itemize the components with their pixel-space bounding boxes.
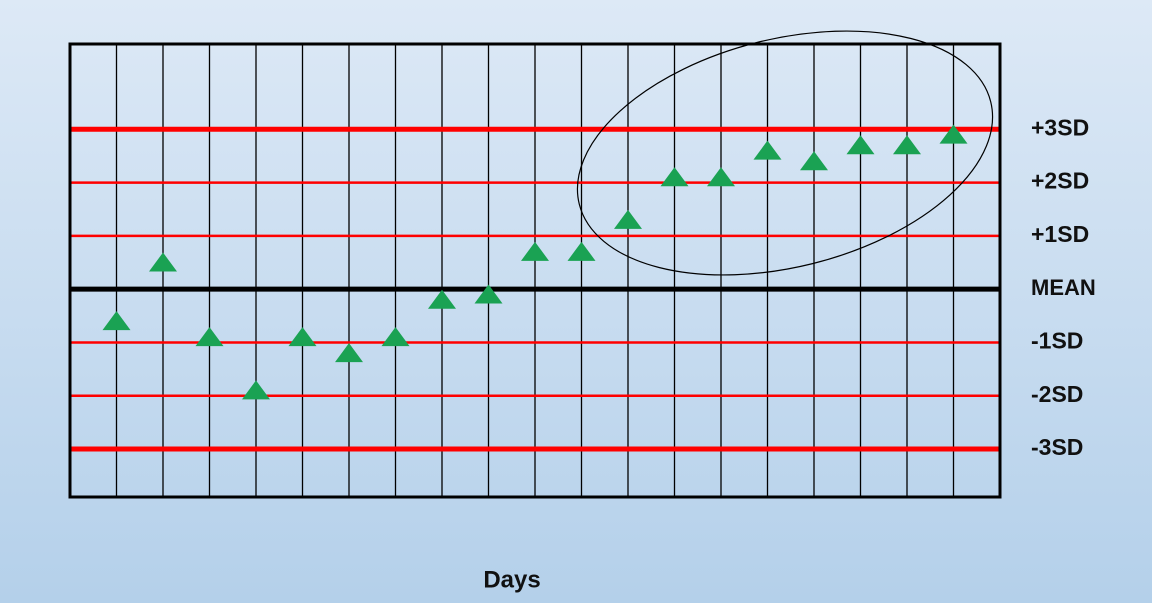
y-tick-label: +2SD xyxy=(1031,168,1089,194)
marker xyxy=(102,311,131,331)
marker xyxy=(893,135,921,155)
marker xyxy=(521,241,549,261)
marker xyxy=(753,140,782,160)
y-tick-label: +1SD xyxy=(1031,221,1089,247)
marker xyxy=(614,209,642,229)
marker xyxy=(846,135,875,155)
marker xyxy=(288,327,317,347)
y-tick-label: -2SD xyxy=(1031,381,1083,407)
marker xyxy=(800,151,828,171)
y-tick-label: -1SD xyxy=(1031,328,1083,354)
marker xyxy=(660,167,689,187)
marker xyxy=(939,124,968,144)
marker xyxy=(707,167,735,187)
plot-frame xyxy=(68,42,1002,499)
marker xyxy=(428,289,456,309)
marker xyxy=(242,380,270,400)
y-tick-label: +3SD xyxy=(1031,114,1089,140)
marker xyxy=(474,284,503,304)
y-tick-label: MEAN xyxy=(1031,275,1096,300)
annotation-ellipse xyxy=(576,30,994,276)
marker xyxy=(567,241,596,261)
x-axis-title: Days xyxy=(483,566,540,593)
y-tick-label: -3SD xyxy=(1031,434,1083,460)
marker xyxy=(195,327,224,347)
marker xyxy=(149,252,177,272)
marker xyxy=(335,343,363,363)
marker xyxy=(381,327,410,347)
